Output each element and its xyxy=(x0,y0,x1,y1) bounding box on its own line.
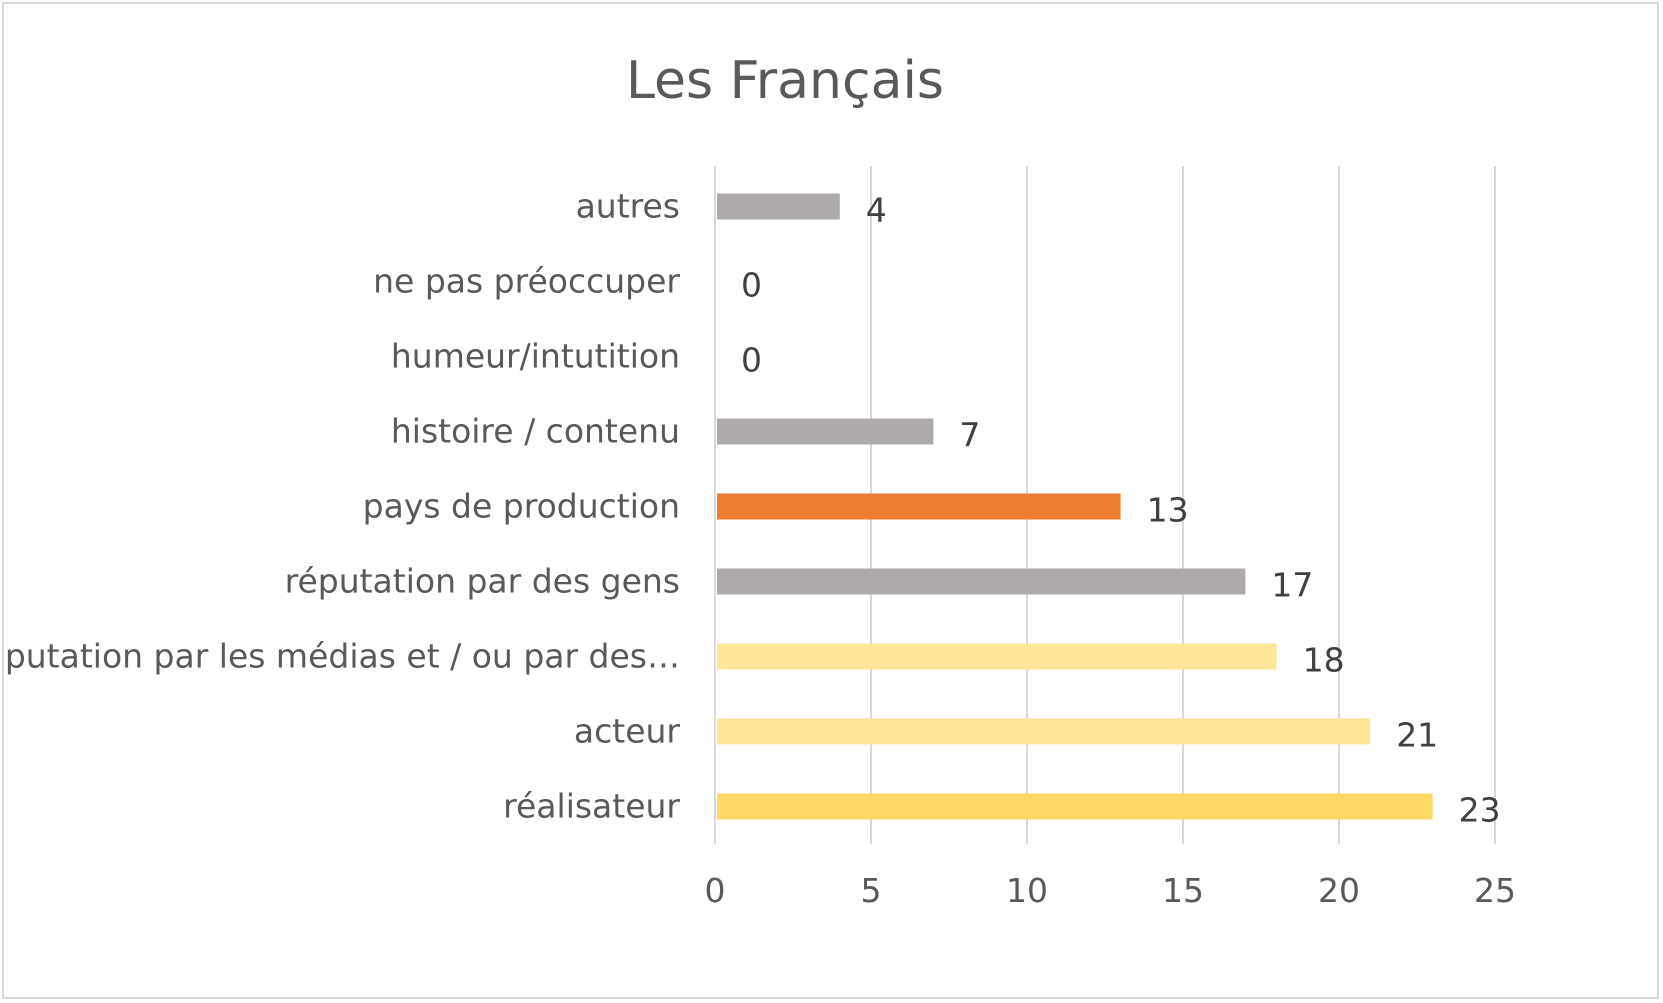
data-label: 23 xyxy=(1459,791,1501,830)
data-label: 4 xyxy=(866,191,887,230)
category-label: histoire / contenu xyxy=(391,412,680,451)
category-label: réputation par les médias et / ou par de… xyxy=(4,637,680,676)
category-label: humeur/intutition xyxy=(391,337,680,376)
x-tick-label: 20 xyxy=(1318,871,1360,910)
bars xyxy=(717,193,1433,820)
x-tick-label: 15 xyxy=(1162,871,1204,910)
category-label: réputation par des gens xyxy=(285,562,680,601)
bar xyxy=(717,418,934,445)
chart-svg: Les Français 0 5 10 15 20 25 autres 4 ne pas pré… xyxy=(4,51,1516,911)
data-label: 18 xyxy=(1303,641,1345,680)
bar xyxy=(717,718,1371,745)
x-tick-label: 10 xyxy=(1006,871,1048,910)
bar xyxy=(717,643,1277,670)
x-tick-label: 0 xyxy=(705,871,726,910)
chart-title: Les Français xyxy=(626,51,944,111)
data-label: 0 xyxy=(741,266,762,305)
bar xyxy=(717,793,1433,820)
bar xyxy=(717,493,1121,520)
data-label: 17 xyxy=(1271,566,1313,605)
data-label: 21 xyxy=(1396,716,1438,755)
labels: 0 5 10 15 20 25 autres 4 ne pas préoccuper 0 humeu… xyxy=(4,187,1516,911)
category-label: acteur xyxy=(574,712,681,751)
bar xyxy=(717,568,1246,595)
category-label: ne pas préoccuper xyxy=(373,262,680,301)
bar xyxy=(717,193,840,220)
x-tick-label: 5 xyxy=(861,871,882,910)
x-tick-label: 25 xyxy=(1474,871,1516,910)
data-label: 13 xyxy=(1147,491,1189,530)
category-label: pays de production xyxy=(363,487,680,526)
data-label: 7 xyxy=(959,416,980,455)
data-label: 0 xyxy=(741,341,762,380)
category-label: réalisateur xyxy=(503,787,680,826)
category-label: autres xyxy=(576,187,680,226)
